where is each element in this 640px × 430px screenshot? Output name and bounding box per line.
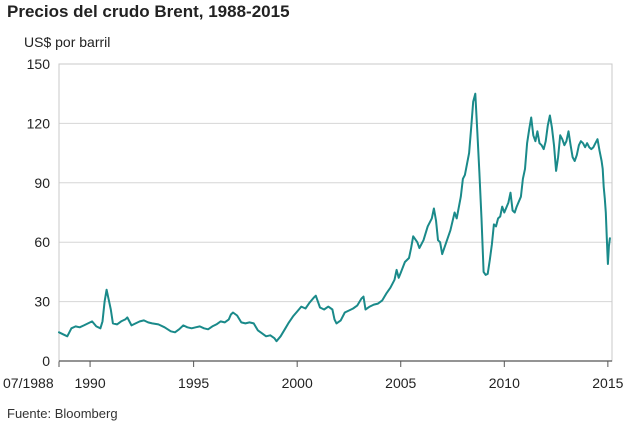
plot-area-border: [58, 63, 613, 362]
x-tick-marks: [58, 361, 609, 367]
y-tick-labels: 0 30 60 90 120 150: [27, 56, 51, 369]
x-tick-label: 2000: [282, 375, 313, 391]
y-tick-label: 90: [34, 175, 50, 191]
x-tick-label: 07/1988: [3, 375, 54, 391]
y-tick-label: 150: [27, 56, 51, 72]
y-tick-label: 120: [27, 115, 51, 131]
y-tick-label: 30: [34, 294, 50, 310]
brent-price-line: [58, 92, 611, 343]
x-tick-label: 2005: [385, 375, 416, 391]
y-grid-lines: [59, 63, 612, 303]
chart-title: Precios del crudo Brent, 1988-2015: [7, 2, 290, 21]
x-tick-label: 2010: [489, 375, 520, 391]
x-tick-labels: 07/1988 1990 1995 2000 2005 2010 2015: [3, 375, 624, 391]
y-axis-label: US$ por barril: [24, 34, 110, 50]
x-tick-label: 1995: [178, 375, 209, 391]
x-tick-label: 1990: [74, 375, 105, 391]
x-tick-label: 2015: [592, 375, 623, 391]
source-note: Fuente: Bloomberg: [7, 406, 118, 421]
y-tick-label: 60: [34, 234, 50, 250]
y-tick-label: 0: [42, 353, 50, 369]
